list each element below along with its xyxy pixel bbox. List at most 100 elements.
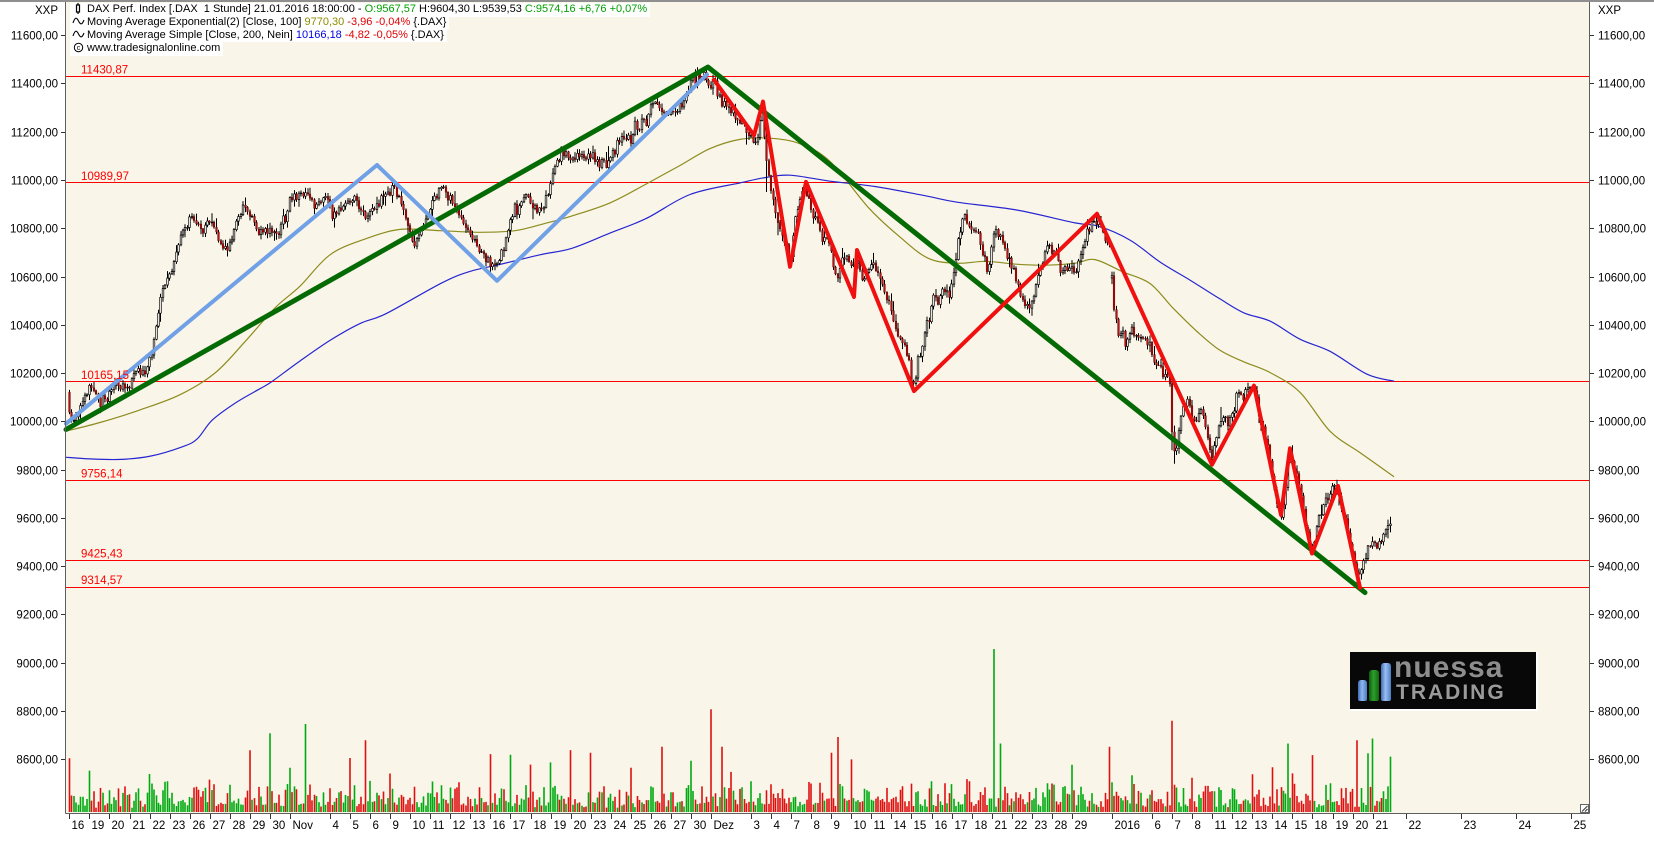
y-axis-unit-left: XXP [35,5,58,17]
legend-text-0-2: H:9604,30 L:9539,53 [416,3,525,15]
x-axis-day-label: 13 [473,820,486,832]
legend-text-2-0: Moving Average Simple [Close, 200, Nein] [87,29,296,41]
x-axis-day-label: 14 [1275,820,1288,832]
x-axis-ticks [69,814,1572,819]
y-axis-tick-label: 8800,00 [1598,707,1640,719]
x-axis-day-label: 23 [594,820,607,832]
x-axis-day-label: 14 [894,820,907,832]
x-axis-day-label: 24 [614,820,627,832]
x-axis-day-label: 16 [72,820,85,832]
x-axis-day-label: 21 [1376,820,1389,832]
y-axis-tick-label: 9600,00 [16,514,58,526]
price-level-label: 11430,87 [81,65,128,77]
plot-area[interactable] [66,2,1589,813]
price-level-label: 10165,15 [81,370,129,382]
legend-row-3[interactable]: c www.tradesignalonline.com [70,42,650,56]
legend-text-2-2: -4,82 -0,05% [341,29,408,41]
y-axis-tick-label: 11000,00 [1598,176,1645,188]
x-axis-day-label: 26 [654,820,667,832]
logo-bar-blue-small [1358,680,1367,701]
window-top-edge [0,0,1654,2]
x-axis-day-label: 24 [1519,820,1532,832]
legend-text-2-1: 10166,18 [295,29,342,41]
x-axis-day-label: 4 [774,820,781,832]
x-axis-day-label: 8 [814,820,820,832]
y-axis-tick-label: 11400,00 [1598,79,1645,91]
trend-line-blue-zigzag [64,72,709,426]
chart-legend: DAX Perf. Index [.DAX 1 Stunde] 21.01.20… [70,3,651,56]
x-axis-day-label: 20 [1356,820,1369,832]
x-axis-day-label: 27 [213,820,226,832]
legend-text-1-0: Moving Average Exponential(2) [Close, 10… [87,16,305,28]
y-axis-tick-label: 9200,00 [1598,610,1640,622]
x-axis-day-label: 23 [1035,820,1048,832]
legend-text-2-3: {.DAX} [407,29,444,41]
x-axis-day-label: 30 [273,820,286,832]
x-axis-day-label: 25 [1574,820,1587,832]
x-axis-day-label: 29 [1075,820,1088,832]
legend-text-1-1: 9770,30 [304,16,345,28]
logo-bar-blue-tall [1381,663,1391,701]
x-axis-day-label: 28 [1055,820,1068,832]
x-axis-day-label: 22 [1409,820,1422,832]
logo-bar-green [1369,670,1379,701]
wave-glyph [71,30,85,38]
y-axis-tick-label: 10200,00 [1598,369,1646,381]
legend-text-1-3: {.DAX} [410,16,447,28]
y-axis-tick-label: 10800,00 [10,224,58,236]
x-axis-day-label: 9 [834,820,840,832]
price-level-label: 9756,14 [81,469,123,481]
wave-icon [71,16,85,29]
y-axis-tick-label: 9600,00 [1598,514,1640,526]
y-axis-tick-label: 10200,00 [10,369,58,381]
price-level-label: 9314,57 [81,575,123,587]
x-axis-day-label: Dez [714,820,735,832]
support-resistance-lines [66,76,1589,588]
x-axis-day-label: 21 [995,820,1008,832]
legend-row-box: Moving Average Simple [Close, 200, Nein]… [70,29,447,42]
y-axis-tick-label: 11400,00 [11,79,58,91]
x-axis-day-label: 11 [433,820,445,832]
legend-row-0[interactable]: DAX Perf. Index [.DAX 1 Stunde] 21.01.20… [70,3,651,17]
x-axis-day-label: 20 [112,820,125,832]
x-axis-day-label: 11 [1215,820,1227,832]
legend-text-1-2: -3,96 -0,04% [344,16,411,28]
legend-text-0-0: DAX Perf. Index [.DAX 1 Stunde] 21.01.20… [87,3,365,15]
y-axis-tick-label: 11600,00 [11,31,58,43]
x-axis-day-label: 17 [513,820,526,832]
x-axis-day-label: 10 [854,820,867,832]
x-axis-day-label: 20 [574,820,587,832]
x-axis-day-label: 30 [694,820,707,832]
wave-icon [71,29,85,42]
ma-simple-line [64,174,1395,461]
x-axis-day-label: 12 [1235,820,1248,832]
x-axis-day-label: 11 [874,820,886,832]
x-axis-day-label: 27 [674,820,687,832]
legend-row-2[interactable]: Moving Average Simple [Close, 200, Nein]… [70,29,650,42]
legend-text-0-1: O:9567,57 [364,3,416,15]
x-axis-day-label: 9 [393,820,399,832]
y-axis-unit-right: XXP [1598,5,1621,17]
x-axis-day-label: 16 [493,820,506,832]
x-axis-day-label: 23 [173,820,186,832]
x-axis-day-label: 6 [373,820,379,832]
x-axis-day-label: 22 [153,820,166,832]
logo-text-nuessa: nuessa [1394,651,1504,684]
x-axis-day-label: 26 [193,820,206,832]
y-axis-ticks-right [1590,35,1594,760]
y-axis-tick-label: 8600,00 [1598,755,1640,767]
y-axis-tick-label: 10600,00 [10,273,58,285]
trend-line-green-trend [63,64,1368,596]
y-axis-tick-label: 9800,00 [16,466,58,478]
y-axis-tick-label: 9000,00 [16,659,58,671]
nuessa-trading-logo: nuessa TRADING [1350,652,1538,711]
x-axis-day-label: 6 [1155,820,1161,832]
x-axis-day-label: 19 [1336,820,1349,832]
x-axis-day-label: 7 [794,820,800,832]
legend-row-1[interactable]: Moving Average Exponential(2) [Close, 10… [70,16,650,29]
x-axis-day-label: Nov [293,820,314,832]
y-axis-ticks-left [61,35,65,760]
x-axis-day-label: 23 [1464,820,1477,832]
copyright-glyph: c [73,42,83,52]
